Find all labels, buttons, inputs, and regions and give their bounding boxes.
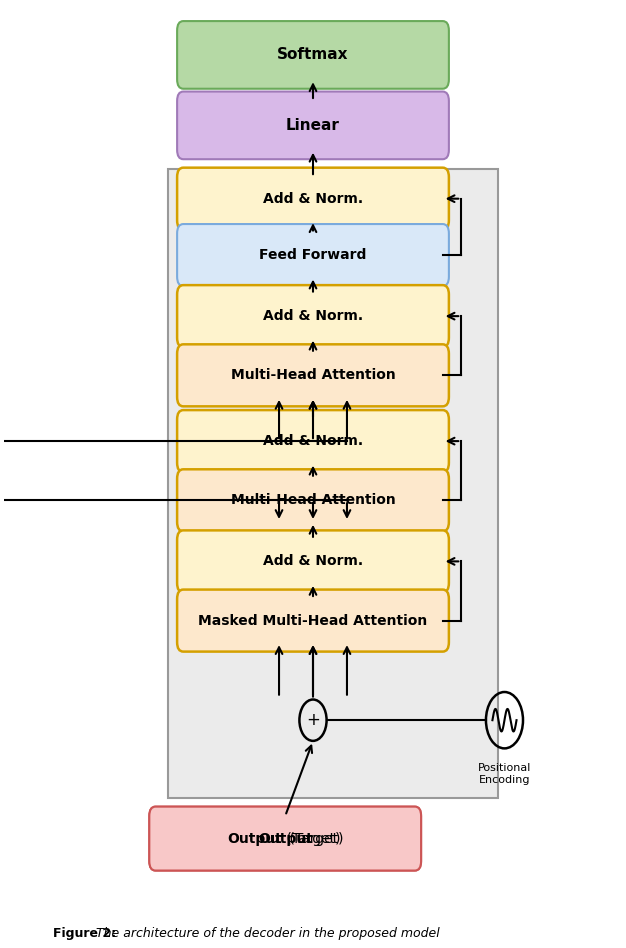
- FancyBboxPatch shape: [150, 807, 421, 870]
- FancyBboxPatch shape: [177, 168, 449, 229]
- Text: (Target): (Target): [282, 831, 341, 846]
- Text: +: +: [306, 711, 320, 729]
- FancyBboxPatch shape: [177, 530, 449, 592]
- FancyBboxPatch shape: [177, 285, 449, 347]
- FancyBboxPatch shape: [177, 344, 449, 407]
- Text: Multi-Head Attention: Multi-Head Attention: [230, 369, 396, 382]
- Text: Output: Output: [227, 831, 282, 846]
- Text: Add & Norm.: Add & Norm.: [263, 309, 363, 323]
- Text: Linear: Linear: [286, 118, 340, 133]
- FancyBboxPatch shape: [177, 469, 449, 531]
- Text: Add & Norm.: Add & Norm.: [263, 434, 363, 448]
- FancyBboxPatch shape: [150, 807, 421, 870]
- Text: Masked Multi-Head Attention: Masked Multi-Head Attention: [198, 613, 428, 628]
- Text: Softmax: Softmax: [277, 47, 349, 63]
- FancyBboxPatch shape: [168, 169, 498, 798]
- FancyBboxPatch shape: [177, 92, 449, 159]
- Text: Multi-Head Attention: Multi-Head Attention: [230, 493, 396, 507]
- FancyBboxPatch shape: [177, 224, 449, 286]
- FancyBboxPatch shape: [177, 590, 449, 651]
- Text: The architecture of the decoder in the proposed model: The architecture of the decoder in the p…: [96, 926, 439, 939]
- Text: Add & Norm.: Add & Norm.: [263, 191, 363, 206]
- Text: Figure 2:: Figure 2:: [53, 926, 121, 939]
- Text: Feed Forward: Feed Forward: [259, 248, 367, 262]
- Text: (Target): (Target): [285, 831, 344, 846]
- Text: Output: Output: [258, 831, 312, 846]
- Text: Add & Norm.: Add & Norm.: [263, 555, 363, 569]
- FancyBboxPatch shape: [177, 21, 449, 89]
- Text: Positional
Encoding: Positional Encoding: [478, 763, 531, 785]
- FancyBboxPatch shape: [177, 410, 449, 472]
